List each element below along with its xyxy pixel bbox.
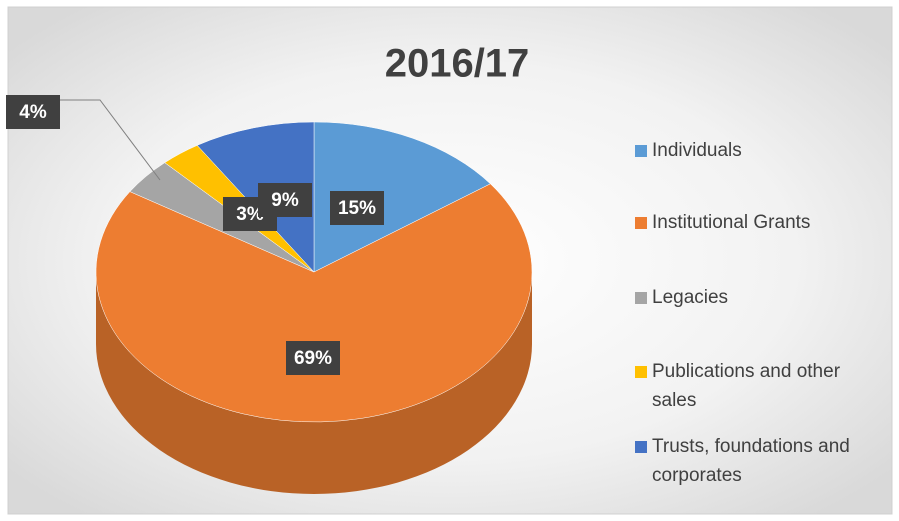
legend-swatch: [635, 217, 647, 229]
legend-swatch: [635, 292, 647, 304]
data-label: 3%: [236, 204, 264, 225]
data-label: 15%: [338, 198, 376, 219]
slice: [95, 183, 533, 423]
data-label: 69%: [294, 348, 332, 369]
legend-entry: Legacies: [635, 283, 885, 312]
chart-title: 2016/17: [385, 42, 530, 86]
leader-line: [57, 99, 161, 181]
legend-entry: Publications and other sales: [635, 357, 885, 415]
legend-entry: Trusts, foundations and corporates: [635, 432, 885, 490]
data-label: 4%: [19, 102, 47, 123]
legend-label: Publications and other sales: [652, 361, 841, 411]
legend-entry: Institutional Grants: [635, 208, 885, 237]
legend-label: Individuals: [652, 140, 742, 161]
data-label-box: [286, 341, 340, 375]
legend-swatch: [635, 145, 647, 157]
data-label: 9%: [271, 190, 299, 211]
legend-entry: Individuals: [635, 136, 885, 165]
slice: [313, 121, 491, 273]
slice-side: [96, 272, 532, 494]
legend-label: Trusts, foundations and corporates: [652, 436, 850, 486]
data-label-box: [258, 183, 312, 217]
data-label-box: [6, 95, 60, 129]
legend-label: Legacies: [652, 287, 729, 308]
pie: 15% 69% 4% 3% 9%: [6, 95, 533, 494]
legend-label: Institutional Grants: [652, 212, 811, 233]
legend-swatch: [635, 366, 647, 378]
legend-swatch: [635, 441, 647, 453]
data-label-box: [330, 191, 384, 225]
